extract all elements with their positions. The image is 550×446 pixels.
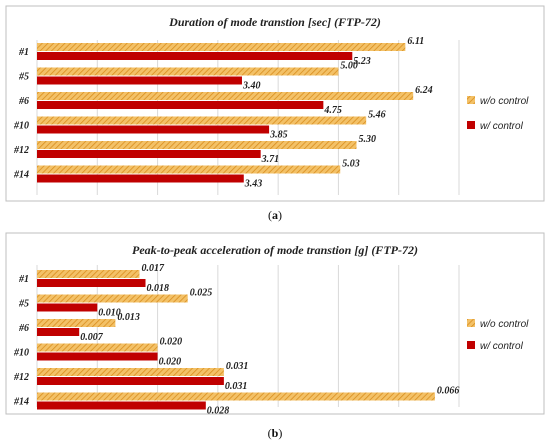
value-label-w-control: 0.031 [225, 381, 248, 392]
bar-wo-control [37, 294, 188, 303]
value-label-wo-control: 0.025 [190, 288, 213, 299]
category-label: #6 [18, 96, 29, 107]
chart-a-legend-label-wo-control: w/o control [480, 96, 529, 107]
value-label-w-control: 3.43 [244, 179, 263, 190]
value-label-wo-control: 6.11 [407, 36, 424, 47]
value-label-w-control: 3.85 [269, 130, 288, 141]
chart-a-category-labels: #1 #5 #6 #10 #12 #14 [13, 47, 29, 181]
bar-wo-control [37, 392, 435, 401]
value-label-w-control: 3.40 [242, 81, 261, 92]
bar-w-control [37, 303, 98, 312]
value-label-wo-control: 0.066 [437, 386, 460, 397]
bar-wo-control [37, 43, 406, 51]
category-label: #10 [13, 121, 29, 132]
value-label-wo-control: 0.020 [160, 337, 183, 348]
bar-wo-control [37, 165, 341, 174]
chart-b-bars [37, 270, 435, 410]
bar-w-control [37, 401, 206, 410]
category-label: #10 [13, 348, 29, 359]
value-label-w-control: 5.23 [353, 56, 371, 67]
value-label-w-control: 0.028 [207, 406, 230, 417]
chart-b-legend-label-wo-control: w/o control [480, 319, 529, 330]
value-label-wo-control: 0.017 [141, 263, 165, 274]
caption-a: (a) [268, 208, 282, 222]
bar-w-control [37, 52, 353, 60]
chart-a-legend-label-w-control: w/ control [480, 121, 524, 132]
bar-wo-control [37, 343, 158, 352]
value-label-w-control: 0.018 [147, 283, 170, 294]
chart-a-title: Duration of mode transtion [sec] (FTP-72… [168, 15, 381, 29]
bar-wo-control [37, 270, 140, 278]
chart-b-legend-swatch-wo-control [467, 319, 475, 327]
value-label-w-control: 0.007 [80, 332, 104, 343]
bar-w-control [37, 377, 224, 385]
bar-w-control [37, 150, 261, 158]
category-label: #1 [18, 47, 29, 58]
chart-b-category-labels: #1 #5 #6 #10 #12 #14 [13, 274, 29, 408]
category-label: #14 [13, 397, 29, 408]
bar-wo-control [37, 116, 367, 125]
value-label-wo-control: 5.00 [340, 61, 358, 72]
value-label-wo-control: 0.031 [226, 361, 249, 372]
bar-w-control [37, 101, 324, 109]
bar-wo-control [37, 368, 224, 376]
chart-a: Duration of mode transtion [sec] (FTP-72… [5, 5, 545, 202]
bar-w-control [37, 76, 242, 85]
category-label: #6 [18, 323, 29, 334]
value-label-wo-control: 5.46 [368, 110, 386, 121]
category-label: #5 [18, 72, 29, 83]
chart-a-bars [37, 43, 414, 183]
value-label-w-control: 4.75 [323, 105, 342, 116]
category-label: #1 [18, 274, 29, 285]
value-label-wo-control: 0.013 [117, 312, 140, 323]
chart-b-legend: w/o control w/ control [467, 319, 529, 352]
bar-w-control [37, 328, 80, 336]
chart-b-legend-label-w-control: w/ control [480, 341, 524, 352]
bar-w-control [37, 279, 146, 287]
bar-w-control [37, 174, 244, 183]
value-label-w-control: 0.020 [159, 357, 182, 368]
chart-a-legend: w/o control w/ control [467, 96, 529, 132]
category-label: #14 [13, 170, 29, 181]
category-label: #12 [13, 372, 29, 383]
bar-wo-control [37, 67, 339, 76]
chart-b: Peak-to-peak acceleration of mode transt… [5, 232, 545, 417]
bar-wo-control [37, 141, 357, 149]
value-label-w-control: 0.010 [98, 308, 121, 319]
chart-a-legend-swatch-w-control [467, 121, 475, 129]
bar-w-control [37, 125, 270, 134]
chart-a-legend-swatch-wo-control [467, 96, 475, 104]
category-label: #12 [13, 145, 29, 156]
value-label-wo-control: 5.03 [342, 159, 360, 170]
value-label-wo-control: 5.30 [359, 134, 377, 145]
chart-b-title: Peak-to-peak acceleration of mode transt… [132, 243, 418, 257]
value-label-w-control: 3.71 [261, 154, 280, 165]
chart-b-legend-swatch-w-control [467, 341, 475, 349]
bar-w-control [37, 352, 158, 361]
chart-a-value-labels: 6.11 5.235.00 3.40 6.24 4.75 5.46 3.85 5.30 3.71… [242, 36, 433, 190]
caption-b: (b) [268, 426, 283, 440]
bar-wo-control [37, 319, 116, 327]
bar-wo-control [37, 92, 414, 100]
category-label: #5 [18, 299, 29, 310]
value-label-wo-control: 6.24 [415, 85, 433, 96]
